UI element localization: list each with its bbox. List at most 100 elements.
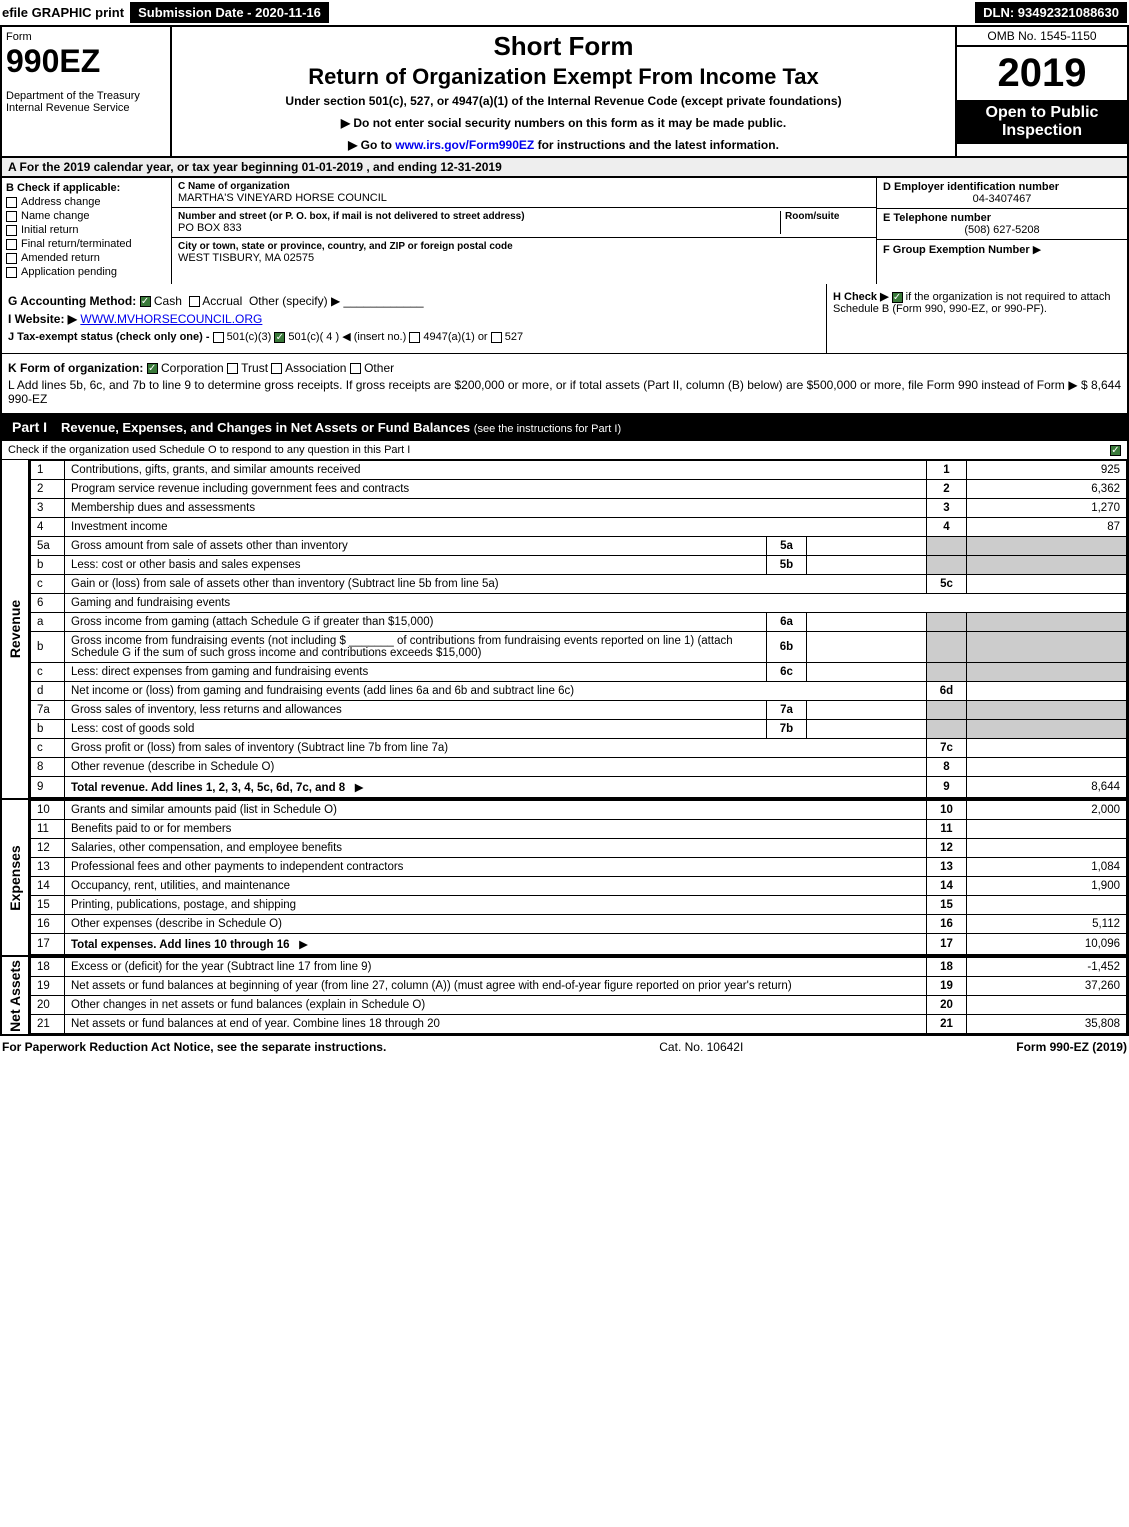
e-label: E Telephone number bbox=[883, 212, 1121, 224]
inbox-label: 7a bbox=[767, 701, 807, 720]
line-amount bbox=[967, 632, 1127, 663]
b-item-5: Application pending bbox=[6, 266, 167, 278]
inbox-value bbox=[807, 720, 927, 739]
k-checkbox-1[interactable] bbox=[227, 363, 238, 374]
line-numbox bbox=[927, 613, 967, 632]
line-amount bbox=[967, 556, 1127, 575]
inbox-label: 5b bbox=[767, 556, 807, 575]
b-label-2: Initial return bbox=[21, 224, 78, 236]
line-amount bbox=[967, 663, 1127, 682]
note-goto: ▶ Go to www.irs.gov/Form990EZ for instru… bbox=[176, 138, 951, 152]
j-checkbox-3[interactable] bbox=[491, 332, 502, 343]
top-bar: efile GRAPHIC print Submission Date - 20… bbox=[0, 0, 1129, 25]
table-row: 10Grants and similar amounts paid (list … bbox=[31, 801, 1127, 820]
line-no: b bbox=[31, 720, 65, 739]
table-row: 2Program service revenue including gover… bbox=[31, 480, 1127, 499]
line-no: b bbox=[31, 556, 65, 575]
j-checkbox-2[interactable] bbox=[409, 332, 420, 343]
k-checkbox-3[interactable] bbox=[350, 363, 361, 374]
street-address: PO BOX 833 bbox=[178, 222, 780, 234]
line-numbox bbox=[927, 701, 967, 720]
line-no: 18 bbox=[31, 958, 65, 977]
irs-link[interactable]: www.irs.gov/Form990EZ bbox=[395, 138, 534, 152]
line-amount bbox=[967, 839, 1127, 858]
line-amount bbox=[967, 682, 1127, 701]
submission-date: Submission Date - 2020-11-16 bbox=[130, 2, 329, 23]
line-amount: 87 bbox=[967, 518, 1127, 537]
line-numbox: 21 bbox=[927, 1015, 967, 1034]
b-checkbox-1[interactable] bbox=[6, 211, 17, 222]
inbox-label: 6b bbox=[767, 632, 807, 663]
line-numbox: 2 bbox=[927, 480, 967, 499]
line-amount: -1,452 bbox=[967, 958, 1127, 977]
line-desc: Gross income from gaming (attach Schedul… bbox=[65, 613, 767, 632]
inbox-label: 7b bbox=[767, 720, 807, 739]
b-checkbox-5[interactable] bbox=[6, 267, 17, 278]
table-row: 14Occupancy, rent, utilities, and mainte… bbox=[31, 877, 1127, 896]
table-row: aGross income from gaming (attach Schedu… bbox=[31, 613, 1127, 632]
b-checkbox-0[interactable] bbox=[6, 197, 17, 208]
line-no: c bbox=[31, 739, 65, 758]
line-no: 10 bbox=[31, 801, 65, 820]
j-checkbox-0[interactable] bbox=[213, 332, 224, 343]
table-row: bGross income from fundraising events (n… bbox=[31, 632, 1127, 663]
b-checkbox-3[interactable] bbox=[6, 239, 17, 250]
inbox-value bbox=[807, 537, 927, 556]
table-row: 3Membership dues and assessments31,270 bbox=[31, 499, 1127, 518]
part1-checkbox[interactable] bbox=[1110, 445, 1121, 456]
inbox-value bbox=[807, 613, 927, 632]
table-row: 7aGross sales of inventory, less returns… bbox=[31, 701, 1127, 720]
section-ghij: G Accounting Method: Cash Accrual Other … bbox=[0, 284, 1129, 354]
part1-title-note: (see the instructions for Part I) bbox=[474, 423, 621, 435]
section-c: C Name of organization MARTHA'S VINEYARD… bbox=[172, 178, 877, 284]
line-desc: Membership dues and assessments bbox=[65, 499, 927, 518]
k-checkbox-2[interactable] bbox=[271, 363, 282, 374]
g-accrual-checkbox[interactable] bbox=[189, 296, 200, 307]
line-numbox: 4 bbox=[927, 518, 967, 537]
table-row: cGain or (loss) from sale of assets othe… bbox=[31, 575, 1127, 594]
tax-year: 2019 bbox=[957, 47, 1127, 100]
line-amount: 5,112 bbox=[967, 915, 1127, 934]
line-amount: 8,644 bbox=[967, 777, 1127, 798]
line-amount: 37,260 bbox=[967, 977, 1127, 996]
table-row: 1Contributions, gifts, grants, and simil… bbox=[31, 461, 1127, 480]
website-link[interactable]: WWW.MVHORSECOUNCIL.ORG bbox=[80, 312, 262, 326]
part1-section-1: Expenses10Grants and similar amounts pai… bbox=[0, 800, 1129, 957]
line-amount bbox=[967, 537, 1127, 556]
city-state-zip: WEST TISBURY, MA 02575 bbox=[178, 252, 870, 264]
table-row: 20Other changes in net assets or fund ba… bbox=[31, 996, 1127, 1015]
line-no: c bbox=[31, 575, 65, 594]
table-row: 21Net assets or fund balances at end of … bbox=[31, 1015, 1127, 1034]
b-checkbox-2[interactable] bbox=[6, 225, 17, 236]
line-amount: 1,084 bbox=[967, 858, 1127, 877]
line-no: 5a bbox=[31, 537, 65, 556]
line-no: 19 bbox=[31, 977, 65, 996]
c-name-label: C Name of organization bbox=[178, 181, 870, 192]
inbox-value bbox=[807, 556, 927, 575]
line-amount bbox=[967, 613, 1127, 632]
table-row: 11Benefits paid to or for members11 bbox=[31, 820, 1127, 839]
b-checkbox-4[interactable] bbox=[6, 253, 17, 264]
line-desc: Net income or (loss) from gaming and fun… bbox=[65, 682, 927, 701]
table-row: bLess: cost of goods sold7b bbox=[31, 720, 1127, 739]
b-item-0: Address change bbox=[6, 196, 167, 208]
line-numbox: 7c bbox=[927, 739, 967, 758]
g-cash-checkbox[interactable] bbox=[140, 296, 151, 307]
part1-title: Revenue, Expenses, and Changes in Net As… bbox=[61, 420, 470, 435]
line-amount bbox=[967, 701, 1127, 720]
phone-value: (508) 627-5208 bbox=[883, 224, 1121, 236]
line-desc: Program service revenue including govern… bbox=[65, 480, 927, 499]
section-j: J Tax-exempt status (check only one) - 5… bbox=[8, 330, 820, 343]
line-numbox: 13 bbox=[927, 858, 967, 877]
efile-label: efile GRAPHIC print bbox=[2, 5, 124, 20]
line-numbox bbox=[927, 632, 967, 663]
line-no: 13 bbox=[31, 858, 65, 877]
line-amount: 6,362 bbox=[967, 480, 1127, 499]
j-checkbox-1[interactable] bbox=[274, 332, 285, 343]
table-row: 4Investment income487 bbox=[31, 518, 1127, 537]
h-checkbox[interactable] bbox=[892, 292, 903, 303]
line-desc: Net assets or fund balances at end of ye… bbox=[65, 1015, 927, 1034]
k-checkbox-0[interactable] bbox=[147, 363, 158, 374]
line-desc: Occupancy, rent, utilities, and maintena… bbox=[65, 877, 927, 896]
line-desc: Investment income bbox=[65, 518, 927, 537]
